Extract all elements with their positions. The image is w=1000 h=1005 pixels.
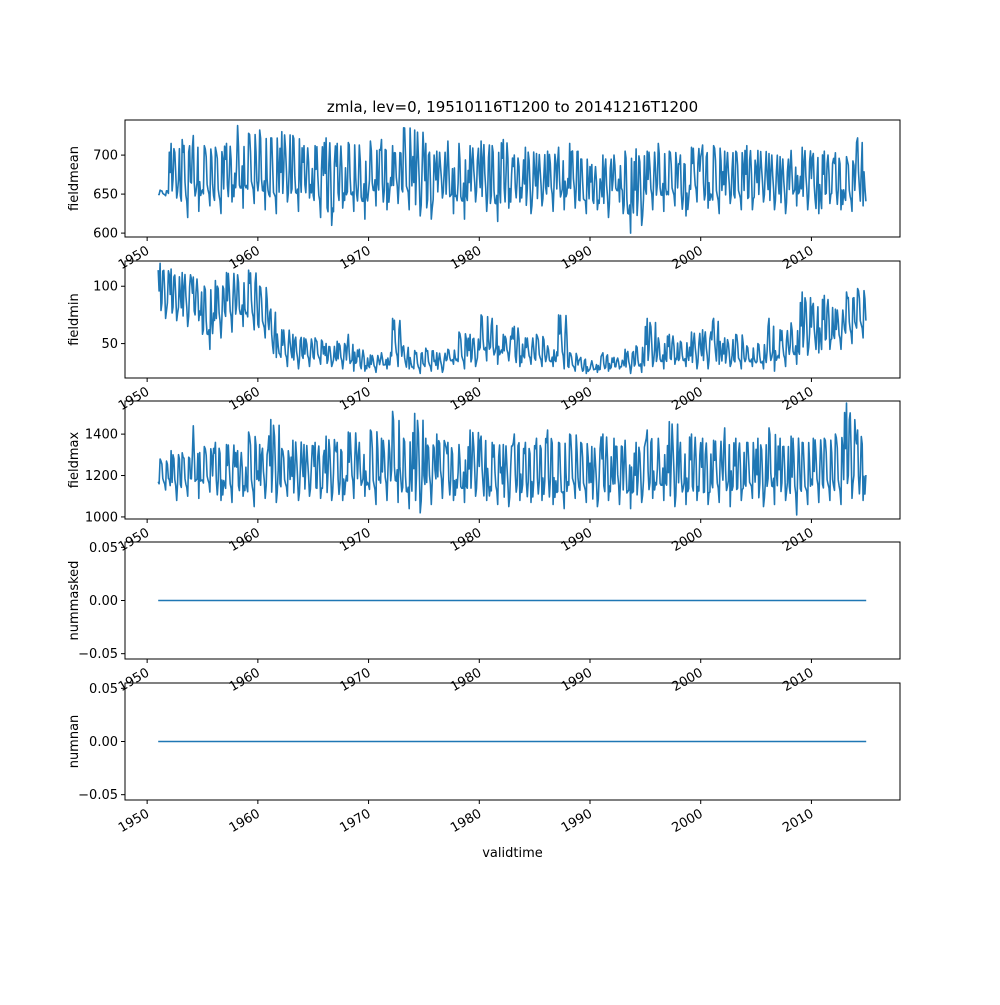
series-line-fieldmax <box>157 402 867 516</box>
y-tick-label-fieldmax-2: 1400 <box>85 428 118 443</box>
y-tick-label-numnan-2: 0.05 <box>89 682 118 697</box>
axes-frame-fieldmin <box>124 260 901 379</box>
y-axis-label-nummasked: nummasked <box>67 561 82 641</box>
x-axis-label: validtime <box>482 846 543 861</box>
y-tick-label-numnan-1: 0.00 <box>89 735 118 750</box>
y-tick-label-fieldmax-1: 1200 <box>85 469 118 484</box>
y-axis-label-fieldmin: fieldmin <box>67 293 82 346</box>
y-axis-label-fieldmean: fieldmean <box>67 146 82 211</box>
y-axis-label-fieldmax: fieldmax <box>67 432 82 489</box>
chart-title: zmla, lev=0, 19510116T1200 to 20141216T1… <box>327 98 698 116</box>
y-tick-label-fieldmean-1: 650 <box>93 188 118 203</box>
y-tick-label-nummasked-2: 0.05 <box>89 541 118 556</box>
y-tick-label-fieldmin-1: 100 <box>93 280 118 295</box>
y-axis-label-numnan: numnan <box>67 715 82 769</box>
y-tick-label-fieldmean-2: 700 <box>93 149 118 164</box>
series-line-fieldmean <box>157 124 867 234</box>
y-tick-label-nummasked-0: −0.05 <box>78 647 118 662</box>
y-tick-label-nummasked-1: 0.00 <box>89 594 118 609</box>
series-line-fieldmin <box>157 262 867 375</box>
y-tick-label-numnan-0: −0.05 <box>78 788 118 803</box>
y-tick-label-fieldmin-0: 50 <box>101 337 118 352</box>
axes-frame-fieldmax <box>124 400 901 520</box>
y-tick-label-fieldmean-0: 600 <box>93 227 118 242</box>
y-tick-label-fieldmax-0: 1000 <box>85 510 118 525</box>
axes-frame-fieldmean <box>124 119 901 238</box>
